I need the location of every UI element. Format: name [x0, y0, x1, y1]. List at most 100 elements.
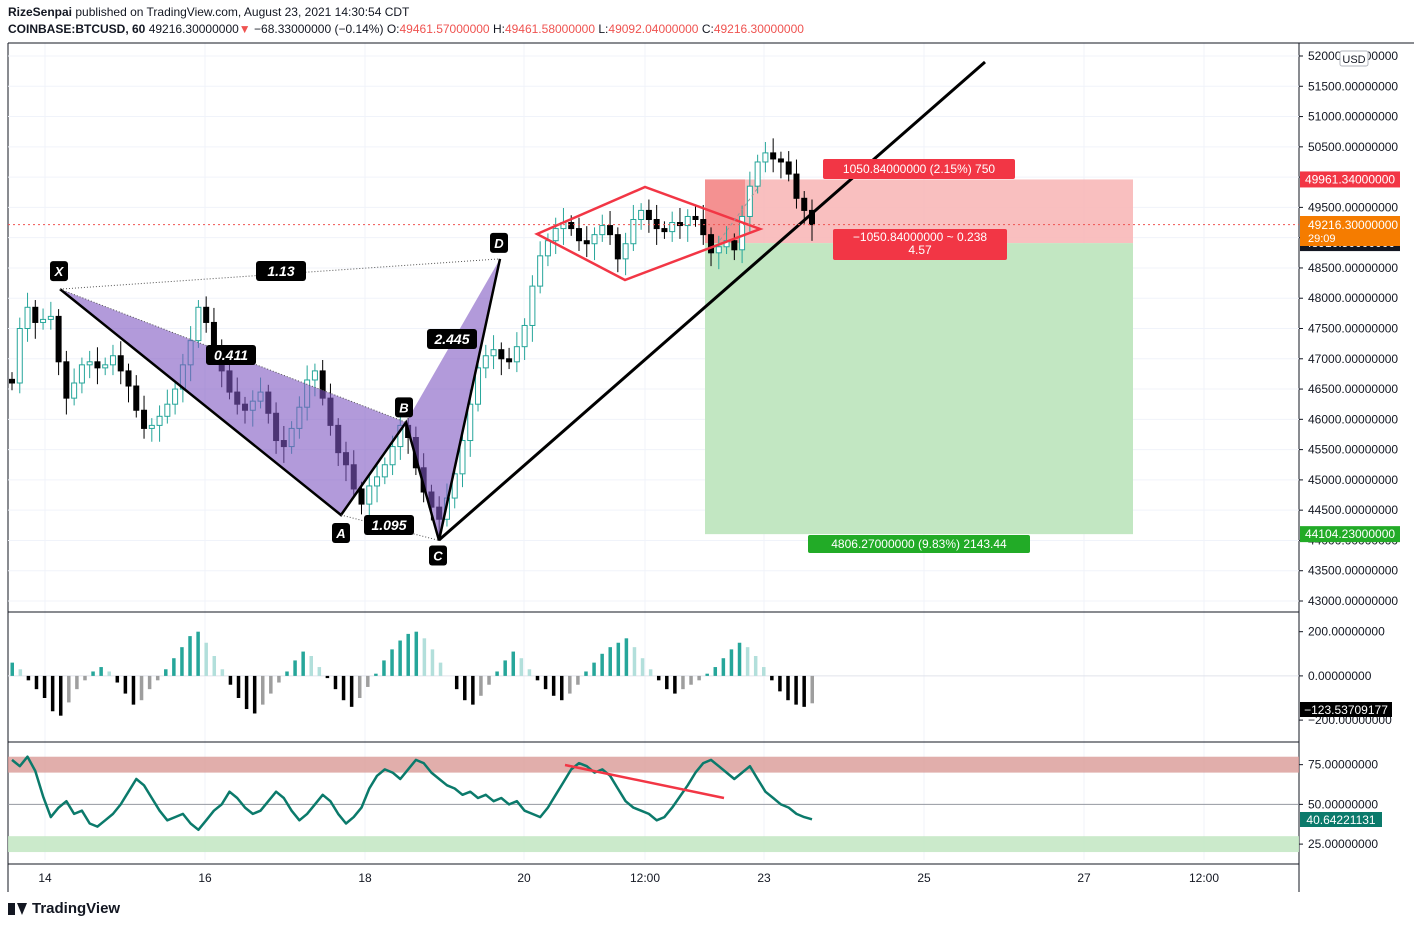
- harmonic-point-label: X: [54, 264, 65, 279]
- harmonic-ratio-label: 1.095: [371, 517, 406, 533]
- candle-body: [125, 370, 132, 387]
- down-arrow-icon: ▼: [238, 22, 251, 36]
- harmonic-ratio-label: 2.445: [433, 331, 469, 347]
- candle-body: [700, 219, 707, 236]
- x-tick-label: 23: [757, 871, 771, 885]
- candle-body: [529, 285, 536, 326]
- osc-value-label: 40.64221131: [1306, 813, 1376, 827]
- x-tick-label: 16: [198, 871, 212, 885]
- histogram-bar: [131, 675, 136, 705]
- histogram-bar: [438, 662, 443, 676]
- histogram-bar: [527, 669, 532, 676]
- candle-body: [94, 361, 101, 369]
- histogram-bar: [301, 651, 305, 676]
- histogram-bar: [107, 671, 111, 676]
- candle-body: [614, 234, 621, 260]
- osc-value-bg: [1300, 812, 1382, 827]
- candle-body: [793, 173, 800, 199]
- candle-body: [785, 161, 792, 175]
- candle-body: [86, 361, 93, 366]
- histogram-bar: [18, 669, 23, 676]
- harmonic-ratio-badge: [427, 329, 477, 349]
- histogram-bar: [164, 669, 168, 676]
- histogram-bar: [26, 675, 31, 681]
- y-tick-label: 47000.00000000: [1308, 352, 1398, 366]
- current-price-label-bg: [1300, 216, 1400, 246]
- candle-body: [521, 324, 528, 348]
- histogram-bar: [277, 675, 281, 683]
- candle-body: [754, 161, 761, 187]
- histogram-bar: [713, 667, 718, 676]
- histogram-bar: [293, 660, 297, 676]
- candle-body: [583, 240, 590, 245]
- histogram-bar: [91, 671, 95, 676]
- x-tick-label: 27: [1077, 871, 1091, 885]
- symbol-label[interactable]: COINBASE:BTCUSD, 60: [8, 22, 146, 36]
- close-label: C:: [701, 22, 714, 36]
- y-tick-label: 45500.00000000: [1308, 443, 1398, 457]
- histogram-bar: [503, 660, 507, 676]
- candle-body: [568, 222, 575, 230]
- y-tick-label: 48500.00000000: [1308, 261, 1398, 275]
- candle-body: [513, 346, 520, 363]
- histogram-bar: [479, 675, 483, 696]
- risk-reward-line1: −1050.84000000 ~ 0.238: [853, 230, 987, 244]
- candle-body: [148, 424, 155, 429]
- candle-body: [389, 446, 396, 466]
- candle-body: [9, 378, 15, 384]
- histogram-bar: [341, 675, 346, 701]
- candle-body: [770, 152, 777, 160]
- candle-body: [544, 240, 551, 257]
- histogram-bar: [188, 636, 192, 676]
- candle-body: [599, 225, 606, 236]
- candle-body: [109, 355, 116, 366]
- histogram-bar: [786, 675, 790, 701]
- candle-body: [63, 361, 70, 399]
- take-profit-zone: [705, 243, 1133, 535]
- y-tick-label: 45000.00000000: [1308, 473, 1398, 487]
- trend-line: [438, 60, 986, 542]
- histogram-bar: [155, 675, 160, 681]
- histogram-bar: [123, 675, 128, 694]
- harmonic-point-badge: [429, 545, 447, 566]
- histogram-bar: [729, 649, 734, 676]
- histogram-bar: [535, 675, 540, 681]
- histogram-bar: [495, 671, 499, 676]
- harmonic-point-label: C: [433, 548, 443, 563]
- current-price-label: 49216.30000000: [1308, 218, 1398, 232]
- risk-reward-badge: [833, 229, 1007, 260]
- histogram-bar: [430, 649, 435, 676]
- target-price-label: 44104.23000000: [1305, 527, 1395, 541]
- candle-body: [55, 315, 62, 363]
- histogram-bar: [244, 675, 249, 710]
- harmonic-legs: [59, 258, 502, 541]
- candle-body: [102, 364, 109, 369]
- stop-label: 1050.84000000 (2.15%) 750: [843, 162, 995, 176]
- candle-body: [537, 255, 544, 287]
- histogram-bar: [180, 647, 184, 676]
- histogram-bar: [705, 673, 709, 676]
- divergence-line: [564, 763, 725, 800]
- candle-body: [739, 215, 746, 251]
- y-tick-label: 43500.00000000: [1308, 564, 1398, 578]
- candle-body: [506, 358, 513, 363]
- high-value: 49461.58000000: [504, 22, 596, 36]
- oscillator-line: [11, 755, 813, 832]
- histogram-bar: [753, 656, 758, 676]
- harmonic-ratio-badge: [364, 515, 414, 535]
- histogram-bar: [67, 675, 71, 703]
- last-price: 49216.30000000: [148, 22, 239, 36]
- open-label: O:: [386, 22, 400, 36]
- x-tick-label: 18: [358, 871, 372, 885]
- candle-body: [801, 197, 808, 211]
- histogram-bars: [10, 631, 814, 716]
- histogram-bar: [624, 638, 629, 676]
- candle-body: [117, 355, 124, 372]
- candle-body: [653, 219, 660, 230]
- author-name[interactable]: RizeSenpai: [8, 5, 73, 19]
- histogram-bar: [673, 675, 677, 694]
- histogram-bar: [600, 653, 604, 676]
- histogram-bar: [697, 675, 701, 681]
- x-tick-label: 12:00: [1189, 871, 1219, 885]
